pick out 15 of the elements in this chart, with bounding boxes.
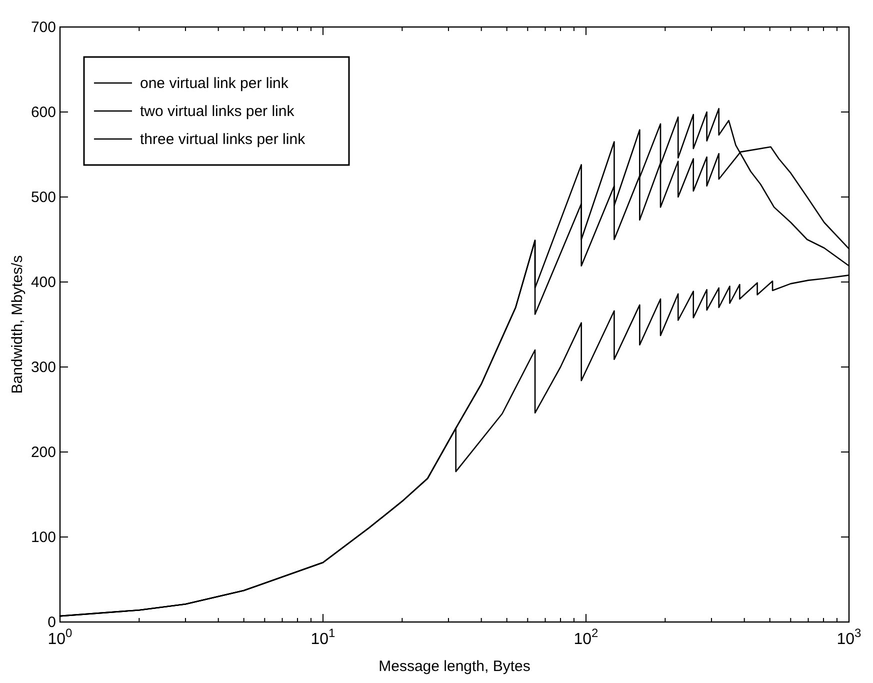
y-tick-label: 200	[30, 444, 56, 461]
legend-label: two virtual links per link	[140, 103, 295, 120]
y-tick-label: 700	[30, 19, 56, 36]
x-tick-label: 10$^{2}$	[574, 626, 599, 648]
y-axis-title: Bandwidth, Mbytes/s	[9, 255, 26, 394]
legend-label: one virtual link per link	[140, 75, 289, 92]
x-axis-title: Message length, Bytes	[378, 658, 530, 675]
y-tick-label: 400	[30, 274, 56, 291]
y-tick-label: 300	[30, 359, 56, 376]
legend-label: three virtual links per link	[140, 131, 306, 148]
y-tick-label: 100	[30, 529, 56, 546]
y-tick-label: 500	[30, 189, 56, 206]
x-tick-label: 10$^{1}$	[310, 626, 336, 648]
x-tick-label: 10$^{3}$	[836, 626, 862, 648]
y-tick-label: 600	[30, 104, 56, 121]
